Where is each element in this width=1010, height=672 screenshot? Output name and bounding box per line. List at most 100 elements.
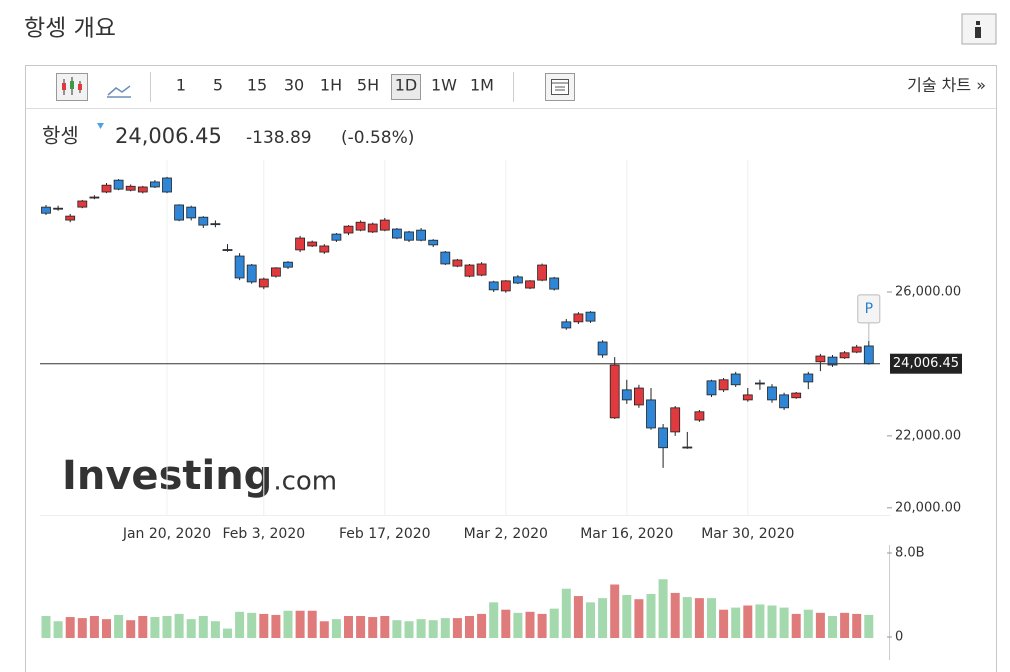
volume-bar (828, 616, 837, 638)
volume-bar (283, 610, 293, 638)
candle-body (452, 259, 463, 267)
volume-bar (102, 619, 111, 638)
page-title: 항셍 개요 (24, 16, 116, 42)
candle-body (258, 278, 269, 288)
interval-button[interactable]: 1H (320, 76, 342, 95)
volume-bar (707, 598, 716, 638)
interval-button[interactable]: 1W (431, 76, 457, 95)
candle-body (404, 231, 414, 241)
candle-body (742, 394, 753, 401)
candle-body (621, 389, 632, 401)
volume-bar (537, 613, 547, 638)
volume-bar (174, 613, 184, 638)
volume-bar (767, 605, 777, 638)
volume-bar (416, 619, 426, 638)
interval-button[interactable]: 5 (213, 76, 223, 95)
interval-button[interactable]: 5H (357, 76, 379, 95)
volume-bar (646, 593, 656, 638)
tech-chart-link[interactable]: 기술 차트 » (907, 76, 986, 95)
candle-body (755, 382, 765, 385)
candle-body (246, 264, 257, 283)
price-change: -138.89 (246, 128, 312, 148)
volume-bar (198, 616, 208, 638)
selected-interval-box (391, 74, 421, 100)
volume-bar (670, 592, 680, 638)
interval-button[interactable]: 15 (247, 76, 267, 95)
candle-body (137, 186, 148, 193)
volume-bar (114, 614, 124, 638)
candle-body (476, 263, 487, 276)
candle-body (186, 206, 197, 219)
volume-bar (719, 609, 729, 638)
volume-bar (622, 595, 632, 638)
volume-bar (356, 616, 366, 638)
candle-body (101, 184, 112, 193)
volume-bar (53, 621, 63, 638)
candle-body (803, 373, 814, 383)
volume-bar (561, 588, 571, 638)
down-arrow-icon (97, 123, 104, 129)
volume-bar (779, 607, 789, 638)
interval-button[interactable]: 1 (176, 76, 186, 95)
candle-body (646, 399, 656, 429)
candle-body (670, 407, 681, 433)
candle-body (863, 345, 874, 365)
calendar-button[interactable] (545, 73, 575, 101)
volume-bar (440, 618, 450, 638)
candle-body (416, 229, 427, 241)
x-tick-label: Mar 16, 2020 (580, 526, 673, 542)
candle-body (488, 281, 499, 291)
candle-body (343, 225, 354, 234)
volume-bar (162, 616, 172, 638)
candle-body (367, 223, 378, 233)
candle-body (839, 352, 850, 359)
candle-body (149, 181, 160, 188)
candle-body (585, 311, 596, 322)
candle-body (379, 219, 390, 231)
candle-body (609, 364, 620, 419)
volume-bar (465, 616, 474, 638)
candle-body (162, 177, 172, 193)
candle-body (730, 373, 741, 386)
volume-bar (694, 598, 704, 638)
candle-body (634, 387, 644, 406)
candle-body (791, 392, 802, 399)
interval-button[interactable]: 1M (470, 76, 494, 95)
candle-body (295, 237, 306, 251)
candle-body (355, 221, 366, 231)
volume-bar (755, 604, 765, 638)
volume-bar (634, 599, 644, 638)
x-tick-label: Mar 30, 2020 (701, 526, 794, 542)
current-price-label: 24,006.45 (893, 356, 959, 371)
volume-bar (41, 616, 51, 638)
volume-bar (235, 611, 245, 638)
candle-body (77, 200, 88, 208)
calendar-lines (552, 82, 568, 91)
candle-body (561, 321, 572, 329)
chart-frame (25, 65, 997, 672)
volume-bar (223, 628, 232, 638)
volume-bar (803, 609, 813, 638)
candle-body (89, 196, 100, 199)
x-tick-label: Jan 20, 2020 (122, 526, 211, 542)
volume-bar (247, 612, 257, 638)
candle-body (53, 207, 63, 210)
candle-icon-body (78, 84, 82, 90)
interval-button[interactable]: 30 (284, 76, 304, 95)
candle-body (113, 179, 124, 190)
volume-bar (791, 613, 801, 638)
candle-body (767, 386, 777, 401)
price-change-percent: (-0.58%) (341, 128, 414, 148)
interval-button[interactable]: 1D (395, 76, 418, 95)
candle-body (198, 216, 209, 226)
candle-body (234, 255, 245, 279)
info-button[interactable] (961, 13, 997, 45)
candle-body (718, 379, 729, 391)
volume-bar (186, 619, 196, 638)
candle-body (525, 280, 535, 289)
volume-bar (126, 620, 136, 638)
line-type-button[interactable] (107, 85, 131, 98)
candle-type-button[interactable] (56, 73, 88, 101)
volume-bar (307, 610, 317, 638)
